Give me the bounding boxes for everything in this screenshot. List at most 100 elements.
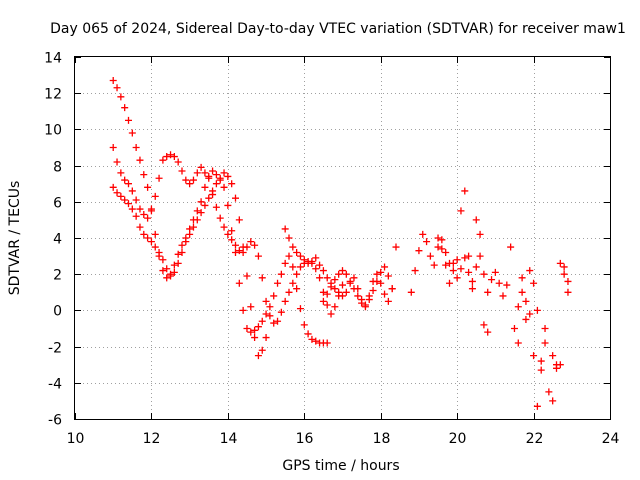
data-point (560, 263, 568, 271)
data-point (132, 196, 140, 204)
data-point (159, 267, 167, 275)
data-point (239, 243, 247, 251)
data-point (335, 288, 343, 296)
data-point (121, 176, 129, 184)
data-point (564, 288, 572, 296)
data-point (224, 201, 232, 209)
data-point (327, 310, 335, 318)
data-point (155, 174, 163, 182)
data-point (193, 216, 201, 224)
data-point (117, 169, 125, 177)
data-point (144, 183, 152, 191)
data-point (140, 210, 148, 218)
data-point (258, 317, 266, 325)
data-point (335, 270, 343, 278)
data-point (526, 267, 534, 275)
data-point (243, 272, 251, 280)
data-point (468, 285, 476, 293)
data-point (289, 279, 297, 287)
data-point (193, 207, 201, 215)
data-point (377, 268, 385, 276)
x-axis-tick-labels: 10 12 14 16 18 20 22 24 (67, 431, 620, 447)
data-point (201, 183, 209, 191)
data-point (411, 267, 419, 275)
data-point (220, 183, 228, 191)
data-point (461, 187, 469, 195)
grid (75, 57, 610, 419)
data-point (243, 325, 251, 332)
data-point (212, 171, 220, 179)
data-point (220, 169, 228, 177)
data-point (197, 198, 205, 206)
data-point (465, 252, 473, 260)
x-tick-label: 12 (143, 431, 161, 447)
data-point (159, 156, 167, 164)
data-point (377, 279, 385, 287)
x-tick-label: 10 (67, 431, 85, 447)
data-point (216, 214, 224, 222)
data-point (415, 247, 423, 255)
data-point (346, 277, 354, 285)
data-point (266, 312, 274, 320)
data-point (434, 234, 442, 242)
data-point (373, 270, 381, 278)
data-point (388, 285, 396, 293)
data-point (510, 325, 518, 332)
data-point (262, 297, 270, 305)
data-point (545, 388, 553, 396)
data-point (369, 286, 377, 294)
data-point (232, 248, 239, 256)
data-point (159, 256, 167, 264)
data-point (457, 265, 465, 273)
data-point (495, 279, 503, 287)
data-point (174, 158, 182, 166)
data-point (350, 285, 358, 293)
data-point (205, 174, 213, 182)
data-point (109, 144, 117, 151)
data-point (144, 234, 152, 242)
data-point (342, 288, 350, 296)
data-point (109, 183, 117, 191)
y-axis-label: SDTVAR / TECUs (7, 181, 23, 296)
data-point (549, 352, 557, 360)
data-point (319, 267, 327, 275)
data-point (342, 270, 350, 278)
data-point (167, 270, 175, 278)
data-point (113, 189, 121, 197)
data-point (319, 297, 327, 305)
data-point (289, 243, 297, 251)
data-point (197, 209, 205, 217)
data-point (239, 306, 247, 314)
data-point (247, 303, 255, 311)
data-point (128, 129, 136, 137)
x-tick-label: 16 (296, 431, 314, 447)
series-track-e (319, 263, 396, 311)
data-point (373, 277, 381, 285)
data-point (339, 267, 346, 275)
data-point (323, 274, 331, 282)
data-points (109, 77, 572, 410)
data-point (365, 296, 373, 304)
data-point (155, 248, 163, 256)
series-track-b (109, 144, 346, 327)
data-point (434, 243, 442, 251)
data-point (327, 283, 335, 291)
data-point (251, 241, 259, 249)
data-point (285, 252, 293, 260)
data-point (178, 248, 186, 256)
y-tick-label: -2 (48, 341, 62, 357)
x-tick-label: 24 (602, 431, 620, 447)
data-point (293, 248, 301, 256)
data-point (228, 236, 236, 244)
data-point (144, 214, 152, 222)
data-point (235, 247, 243, 255)
data-point (178, 167, 186, 175)
data-point (549, 397, 557, 405)
data-point (277, 270, 285, 278)
data-point (312, 337, 320, 345)
data-point (258, 274, 266, 282)
data-point (304, 330, 312, 338)
x-axis-label: GPS time / hours (282, 458, 399, 474)
data-point (537, 357, 545, 365)
